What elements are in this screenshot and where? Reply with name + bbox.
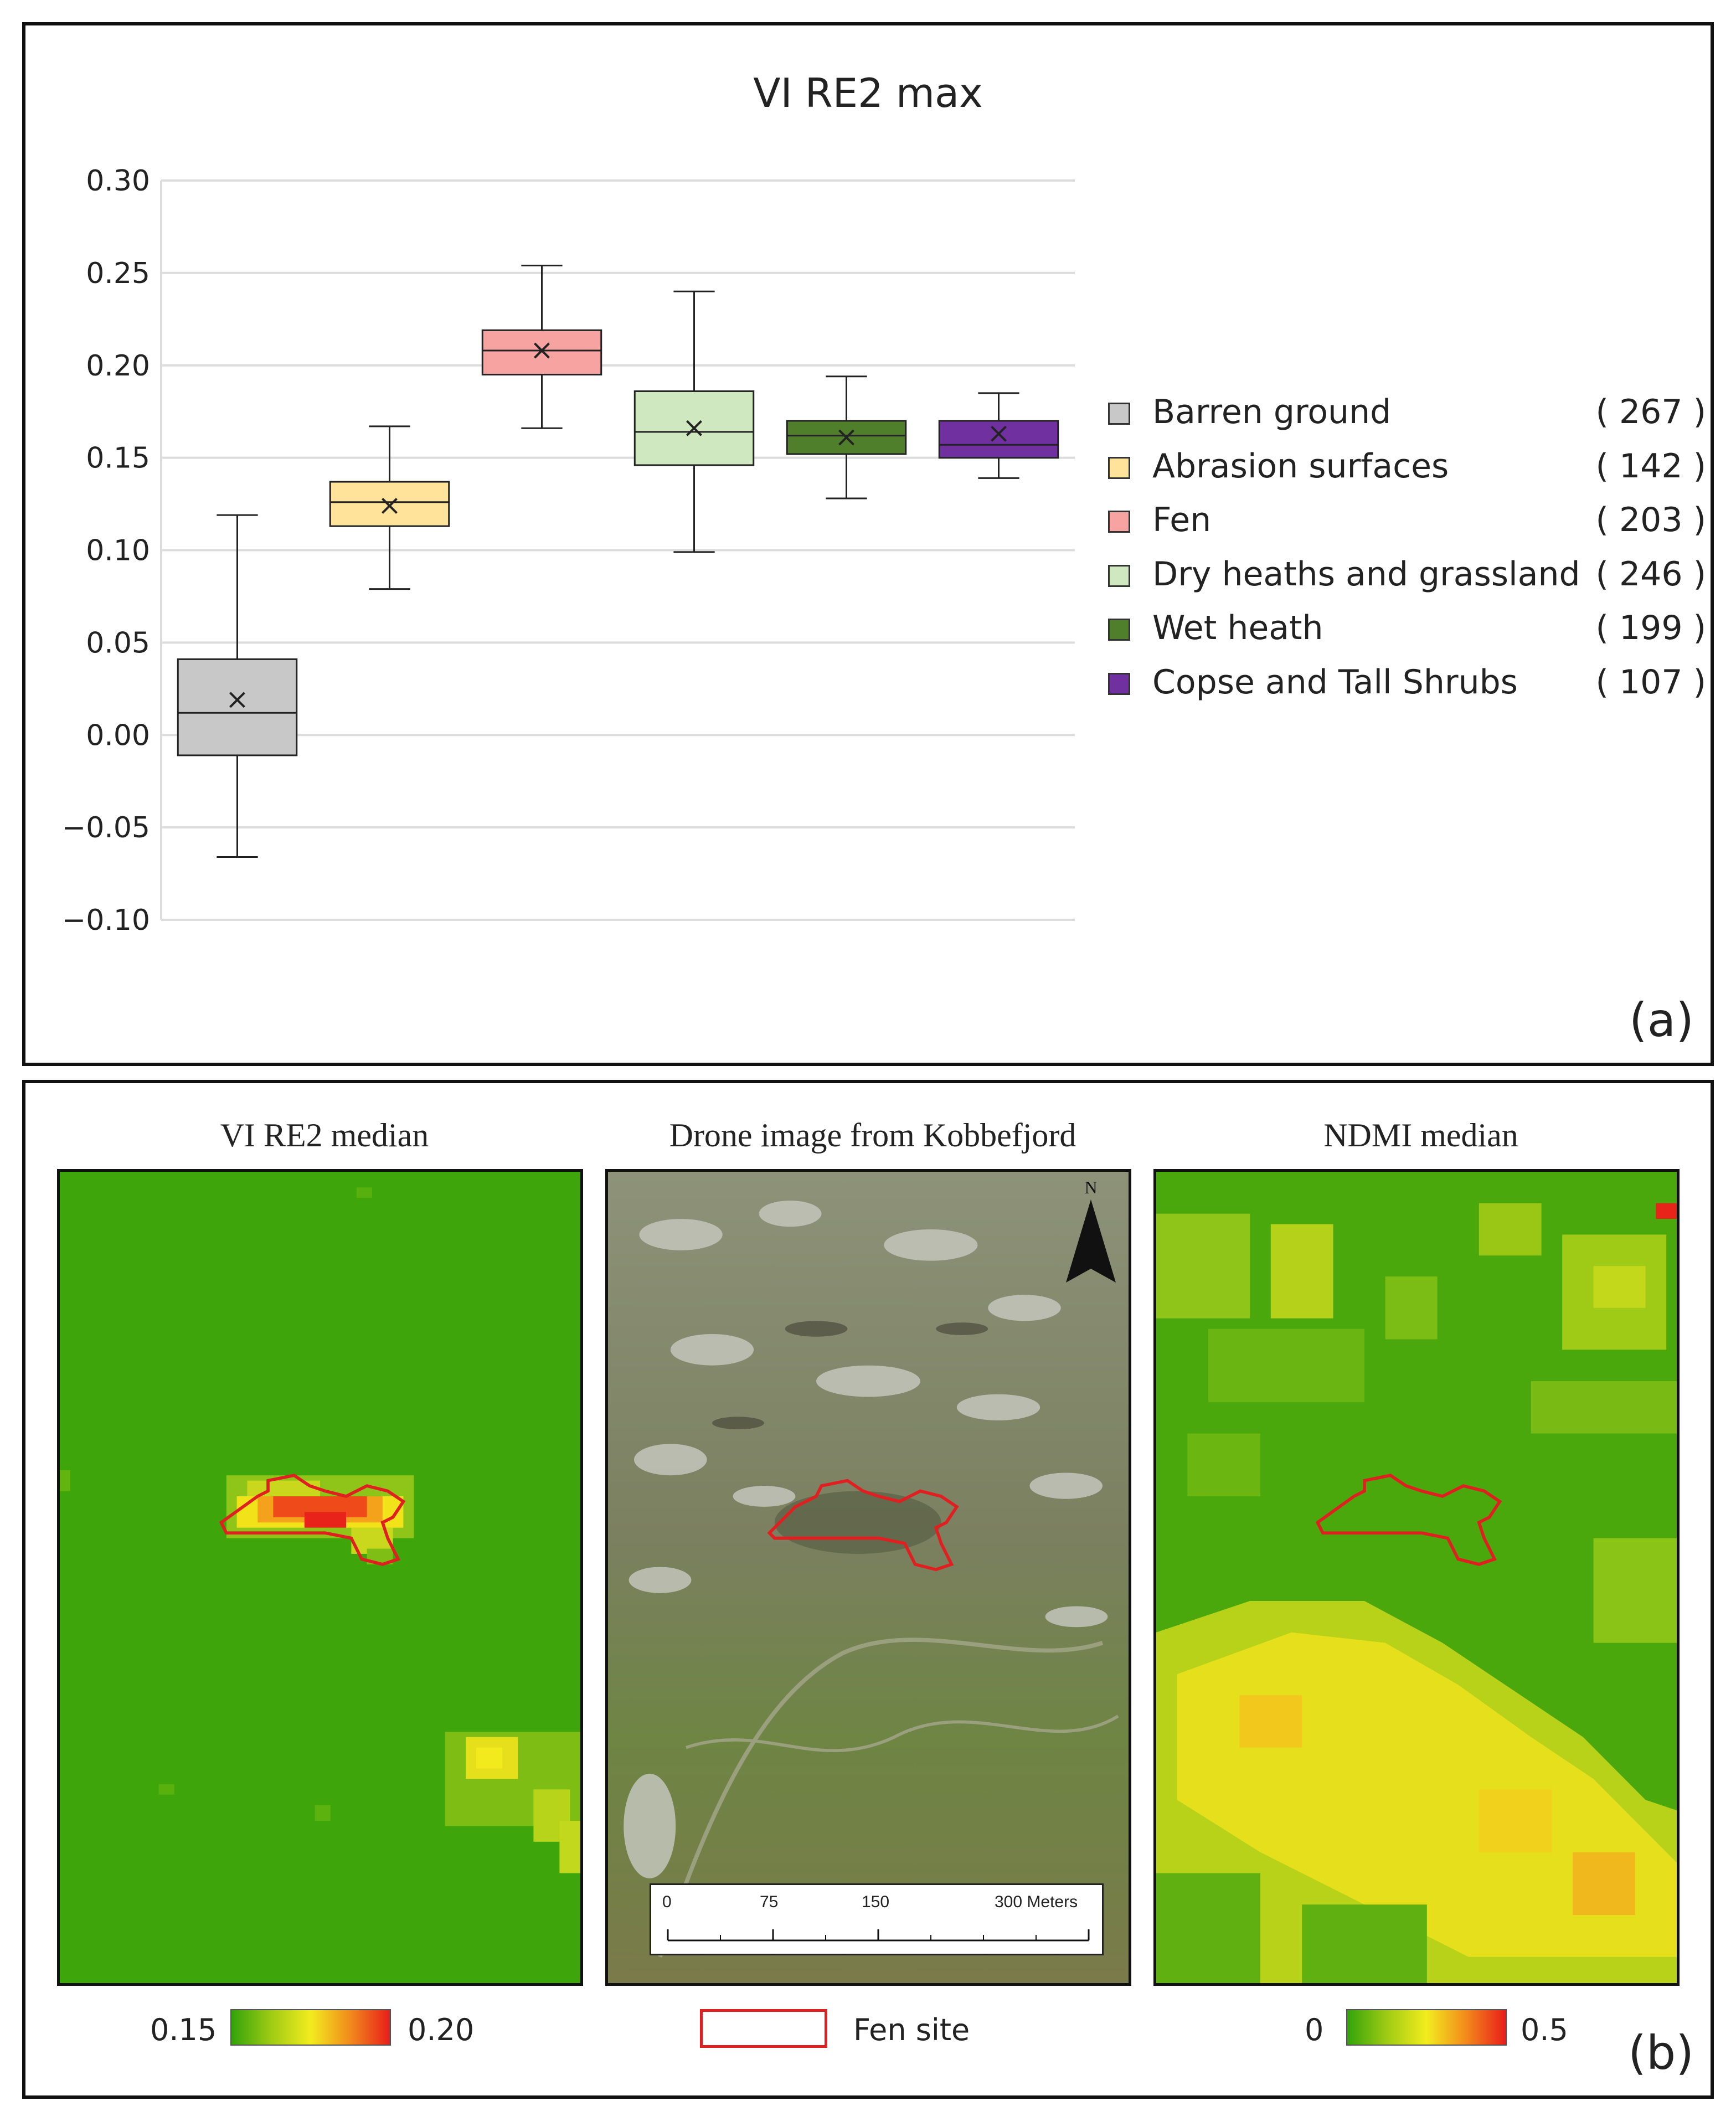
- legend-swatch: [1108, 403, 1130, 425]
- legend: Barren ground ( 267 ) Abrasion surfaces ( 1…: [1108, 388, 1706, 712]
- panel-a: VI RE2 max 0.30 0.25 0.20 0.15 0.10 0.05 0.00 −…: [22, 22, 1714, 1066]
- y-tick-label: 0.20: [86, 349, 150, 383]
- scale-label-0: 0: [662, 1893, 672, 1911]
- legend-item: Barren ground ( 267 ): [1108, 388, 1706, 442]
- panel-label-b: (b): [1628, 2026, 1694, 2080]
- y-tick-label: 0.30: [86, 164, 150, 198]
- legend-label: Abrasion surfaces: [1152, 446, 1449, 486]
- scale-bar-ruler: [667, 1929, 1090, 1942]
- legend-count: ( 203 ): [1595, 501, 1706, 539]
- map-vi-re2-median: [57, 1169, 583, 1986]
- legend-label: Wet heath: [1152, 609, 1323, 647]
- colorbar-left-min: 0.15: [150, 2012, 217, 2047]
- map-title-ndmi: NDMI median: [1323, 1117, 1518, 1154]
- colorbar-left-max: 0.20: [408, 2012, 475, 2047]
- mean-marker: [382, 497, 398, 514]
- colorbar-right-max: 0.5: [1521, 2012, 1568, 2047]
- north-label: N: [1084, 1177, 1098, 1197]
- ndmi-raster: [1156, 1172, 1677, 1983]
- mean-marker: [991, 425, 1007, 442]
- y-tick-label: 0.05: [86, 626, 150, 660]
- map-drone-image: N 0 75 150 300 Meters: [605, 1169, 1131, 1986]
- legend-swatch: [1108, 672, 1130, 695]
- mean-marker: [686, 420, 702, 436]
- legend-count: ( 142 ): [1595, 446, 1706, 486]
- vi-re2-raster: [60, 1172, 580, 1983]
- fen-site-swatch: [700, 2009, 827, 2048]
- legend-swatch: [1108, 564, 1130, 587]
- legend-item: Dry heaths and grassland ( 246 ): [1108, 550, 1706, 605]
- legend-item: Fen ( 203 ): [1108, 496, 1706, 550]
- scale-label-150: 150: [862, 1893, 890, 1911]
- legend-count: ( 267 ): [1595, 393, 1706, 431]
- north-arrow: N: [1063, 1177, 1119, 1288]
- north-arrow-icon: [1066, 1199, 1116, 1283]
- colorbar-left: [230, 2009, 391, 2046]
- scale-label-300: 300 Meters: [995, 1893, 1078, 1911]
- legend-label: Dry heaths and grassland: [1152, 554, 1580, 594]
- y-tick-label: −0.05: [62, 811, 150, 845]
- map-title-drone: Drone image from Kobbefjord: [669, 1117, 1076, 1154]
- y-tick-label: −0.10: [62, 904, 150, 937]
- mean-marker: [229, 692, 245, 708]
- legend-count: ( 246 ): [1595, 554, 1706, 594]
- legend-count: ( 199 ): [1595, 609, 1706, 647]
- legend-swatch: [1108, 511, 1130, 533]
- map-ndmi-median: [1153, 1169, 1680, 1986]
- legend-swatch: [1108, 456, 1130, 479]
- legend-label: Fen: [1152, 501, 1212, 539]
- fen-site-label: Fen site: [853, 2012, 970, 2047]
- legend-item: Wet heath ( 199 ): [1108, 604, 1706, 658]
- scale-label-75: 75: [760, 1893, 779, 1911]
- legend-label: Copse and Tall Shrubs: [1152, 662, 1518, 702]
- chart-title: VI RE2 max: [753, 70, 983, 116]
- legend-item: Copse and Tall Shrubs ( 107 ): [1108, 658, 1706, 713]
- box-copse-and-tall-shrubs: [938, 420, 1059, 459]
- mean-marker: [534, 342, 550, 359]
- legend-item: Abrasion surfaces ( 142 ): [1108, 442, 1706, 497]
- legend-label: Barren ground: [1152, 393, 1392, 431]
- colorbar-right: [1346, 2009, 1507, 2046]
- scale-bar: 0 75 150 300 Meters: [650, 1883, 1104, 1955]
- legend-swatch: [1108, 619, 1130, 641]
- box-abrasion-surfaces: [329, 481, 450, 527]
- drone-photo: [608, 1172, 1129, 1983]
- panel-label-a: (a): [1629, 993, 1694, 1047]
- box-fen: [481, 329, 602, 375]
- panel-b: VI RE2 median Drone image from: [22, 1080, 1714, 2099]
- map-title-vi-re2: VI RE2 median: [220, 1117, 429, 1154]
- mean-marker: [838, 429, 854, 446]
- y-tick-label: 0.15: [86, 442, 150, 475]
- y-tick-label: 0.00: [86, 719, 150, 752]
- boxplot-chart: 0.30 0.25 0.20 0.15 0.10 0.05 0.00 −0.05 −0.10: [62, 164, 1075, 937]
- y-tick-label: 0.10: [86, 534, 150, 568]
- y-tick-label: 0.25: [86, 257, 150, 290]
- colorbar-right-min: 0: [1305, 2012, 1324, 2047]
- box-barren-ground: [177, 658, 298, 756]
- legend-count: ( 107 ): [1595, 662, 1706, 702]
